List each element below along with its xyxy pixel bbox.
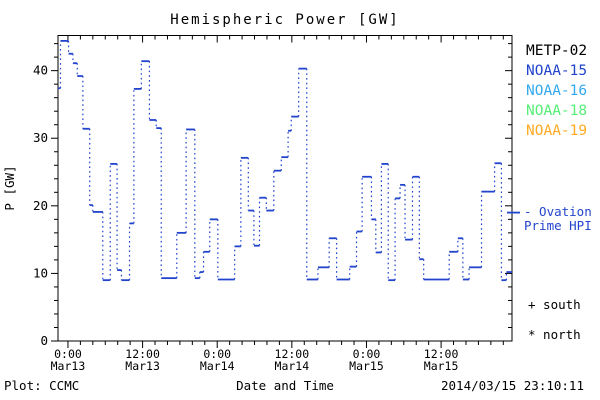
chart-title: Hemispheric Power [GW]	[170, 12, 400, 28]
svg-text:12:00: 12:00	[275, 347, 310, 361]
north-marker-label: * north	[528, 327, 581, 342]
generation-timestamp: 2014/03/15 23:10:11	[441, 378, 584, 393]
svg-text:Mar15: Mar15	[349, 359, 384, 373]
legend-item-noaa-18: NOAA-18	[526, 103, 588, 119]
svg-text:0:00: 0:00	[353, 347, 381, 361]
satellite-legend: METP-02 NOAA-15 NOAA-16 NOAA-18 NOAA-19	[526, 41, 587, 141]
svg-text:0: 0	[40, 333, 48, 348]
plot-frame	[57, 35, 513, 342]
svg-text:12:00: 12:00	[125, 347, 160, 361]
hpi-step-series	[58, 40, 512, 282]
svg-text:12:00: 12:00	[424, 347, 459, 361]
x-axis: 0:00Mar1312:00Mar130:00Mar1412:00Mar140:…	[51, 35, 504, 373]
svg-text:Mar14: Mar14	[275, 359, 310, 373]
svg-text:0:00: 0:00	[203, 347, 231, 361]
svg-text:Mar13: Mar13	[125, 359, 160, 373]
ovation-prime-hpi-label: - Ovation Prime HPI	[524, 205, 592, 233]
svg-text:40: 40	[33, 63, 48, 78]
svg-text:10: 10	[33, 265, 48, 280]
plot-credit: Plot: CCMC	[4, 378, 80, 393]
ovation-label-line1: - Ovation	[524, 204, 592, 219]
svg-text:0:00: 0:00	[54, 347, 82, 361]
svg-text:Mar13: Mar13	[51, 359, 86, 373]
legend-item-noaa-15: NOAA-15	[526, 63, 588, 79]
svg-text:Mar15: Mar15	[424, 359, 459, 373]
legend-item-metp-02: METP-02	[526, 43, 588, 59]
legend-item-noaa-19: NOAA-19	[526, 123, 588, 139]
y-axis: 0 10 20 30 40 P [GW]	[2, 43, 512, 348]
legend-item-noaa-16: NOAA-16	[526, 83, 588, 99]
south-marker-label: + south	[528, 297, 581, 312]
ovation-label-line2: Prime HPI	[524, 218, 592, 233]
svg-text:Mar14: Mar14	[200, 359, 235, 373]
x-axis-title: Date and Time	[236, 378, 334, 393]
svg-text:20: 20	[33, 198, 48, 213]
y-axis-title: P [GW]	[2, 165, 17, 210]
svg-text:30: 30	[33, 130, 48, 145]
